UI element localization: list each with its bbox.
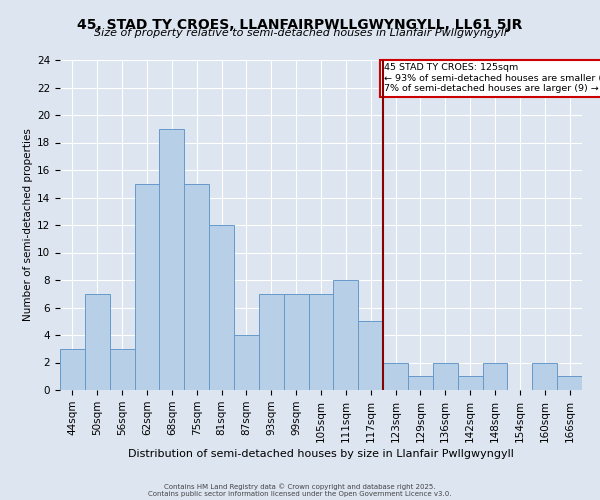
Bar — [234, 335, 259, 390]
Bar — [433, 362, 458, 390]
Bar — [482, 362, 508, 390]
Text: Contains public sector information licensed under the Open Government Licence v3: Contains public sector information licen… — [148, 491, 452, 497]
Bar — [334, 280, 358, 390]
Bar — [85, 294, 110, 390]
Bar — [308, 294, 334, 390]
Bar — [209, 225, 234, 390]
Text: Size of property relative to semi-detached houses in Llanfair Pwllgwyngyll: Size of property relative to semi-detach… — [94, 28, 506, 38]
Bar — [458, 376, 482, 390]
X-axis label: Distribution of semi-detached houses by size in Llanfair Pwllgwyngyll: Distribution of semi-detached houses by … — [128, 449, 514, 459]
Bar — [134, 184, 160, 390]
Bar — [184, 184, 209, 390]
Text: 45, STAD TY CROES, LLANFAIRPWLLGWYNGYLL, LL61 5JR: 45, STAD TY CROES, LLANFAIRPWLLGWYNGYLL,… — [77, 18, 523, 32]
Bar — [60, 349, 85, 390]
Bar — [259, 294, 284, 390]
Bar — [383, 362, 408, 390]
Bar — [110, 349, 134, 390]
Bar — [160, 128, 184, 390]
Bar — [532, 362, 557, 390]
Y-axis label: Number of semi-detached properties: Number of semi-detached properties — [23, 128, 33, 322]
Bar — [557, 376, 582, 390]
Text: Contains HM Land Registry data © Crown copyright and database right 2025.: Contains HM Land Registry data © Crown c… — [164, 484, 436, 490]
Text: 45 STAD TY CROES: 125sqm
← 93% of semi-detached houses are smaller (112)
7% of s: 45 STAD TY CROES: 125sqm ← 93% of semi-d… — [383, 64, 600, 93]
Bar — [408, 376, 433, 390]
Bar — [358, 322, 383, 390]
Bar — [284, 294, 308, 390]
